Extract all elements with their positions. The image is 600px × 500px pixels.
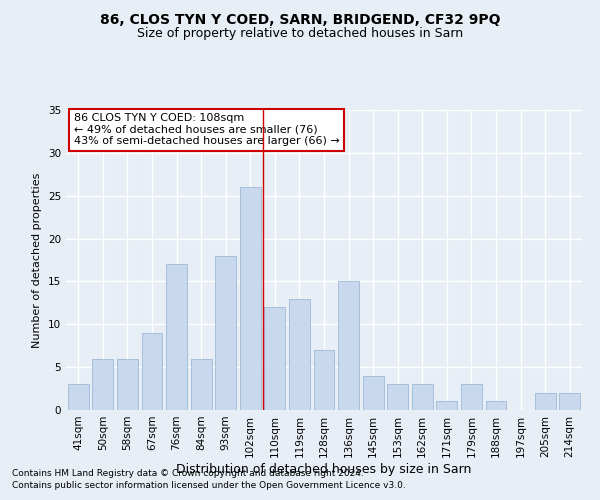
Bar [461,384,482,410]
Text: Contains HM Land Registry data © Crown copyright and database right 2024.: Contains HM Land Registry data © Crown c… [12,468,364,477]
Bar [117,358,138,410]
X-axis label: Distribution of detached houses by size in Sarn: Distribution of detached houses by size … [176,462,472,475]
Bar [265,307,286,410]
Text: Contains public sector information licensed under the Open Government Licence v3: Contains public sector information licen… [12,481,406,490]
Text: 86, CLOS TYN Y COED, SARN, BRIDGEND, CF32 9PQ: 86, CLOS TYN Y COED, SARN, BRIDGEND, CF3… [100,12,500,26]
Y-axis label: Number of detached properties: Number of detached properties [32,172,43,348]
Bar [485,402,506,410]
Bar [535,393,556,410]
Bar [338,282,359,410]
Bar [215,256,236,410]
Bar [68,384,89,410]
Bar [240,187,261,410]
Bar [436,402,457,410]
Bar [314,350,334,410]
Text: Size of property relative to detached houses in Sarn: Size of property relative to detached ho… [137,28,463,40]
Text: 86 CLOS TYN Y COED: 108sqm
← 49% of detached houses are smaller (76)
43% of semi: 86 CLOS TYN Y COED: 108sqm ← 49% of deta… [74,113,340,146]
Bar [559,393,580,410]
Bar [289,298,310,410]
Bar [166,264,187,410]
Bar [191,358,212,410]
Bar [387,384,408,410]
Bar [92,358,113,410]
Bar [142,333,163,410]
Bar [362,376,383,410]
Bar [412,384,433,410]
